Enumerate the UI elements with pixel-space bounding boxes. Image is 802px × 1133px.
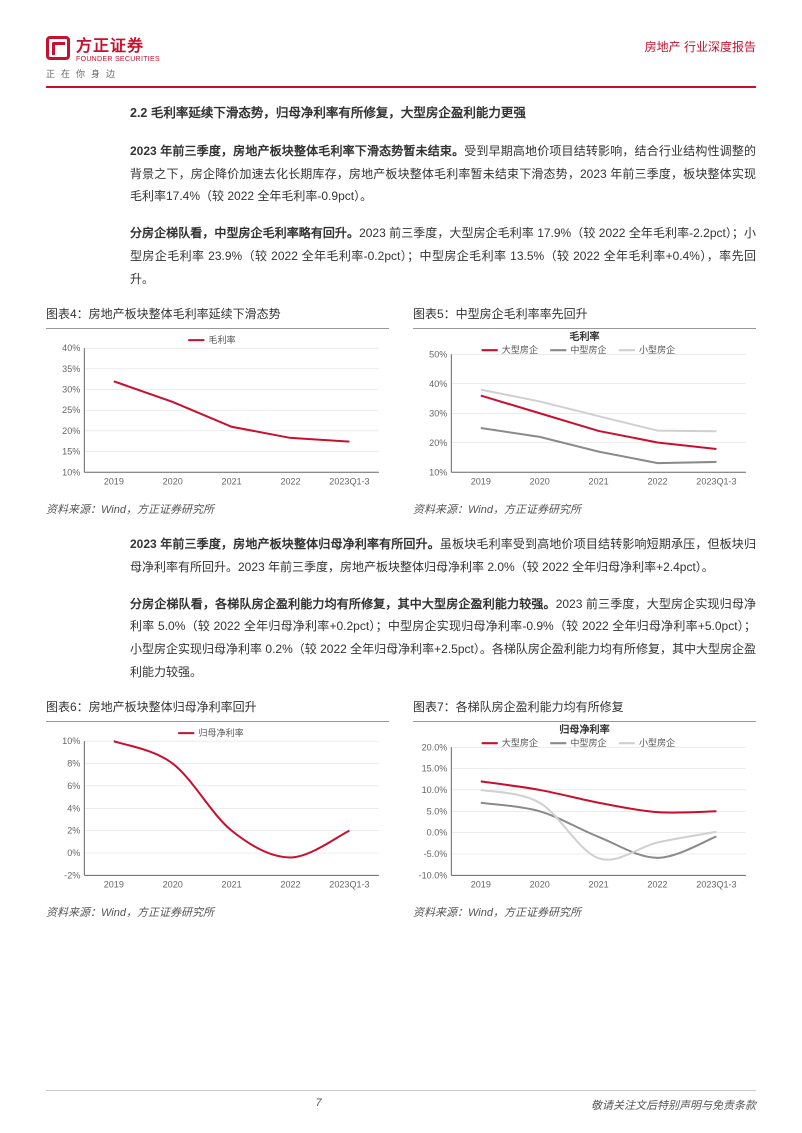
logo-zh: 方正证券 <box>76 32 160 56</box>
fig5-chart: 毛利率 10% 20% 30% 40% 50% 2019 2020 2021 2022 2023Q1… <box>413 328 756 494</box>
fig5-title: 图表5：中型房企毛利率率先回升 <box>413 305 756 322</box>
page-footer: 7 敬请关注文后特别声明与免责条款 <box>0 1090 802 1113</box>
logo-icon <box>46 36 70 60</box>
paragraph-2: 分房企梯队看，中型房企毛利率略有回升。2023 前三季度，大型房企毛利率 17.… <box>130 222 756 290</box>
svg-text:20%: 20% <box>62 425 80 435</box>
svg-text:40%: 40% <box>429 378 447 388</box>
svg-text:10%: 10% <box>62 736 80 746</box>
svg-text:20.0%: 20.0% <box>422 742 448 752</box>
figure-4: 图表4：房地产板块整体毛利率延续下滑态势 10% 15% 20% 25% 30% 35% 4… <box>46 305 389 517</box>
svg-text:25%: 25% <box>62 405 80 415</box>
svg-text:2021: 2021 <box>589 879 609 889</box>
svg-text:2022: 2022 <box>647 476 667 486</box>
svg-text:-10.0%: -10.0% <box>419 870 448 880</box>
svg-text:2023Q1-3: 2023Q1-3 <box>329 476 369 486</box>
svg-text:2019: 2019 <box>104 476 124 486</box>
svg-text:15.0%: 15.0% <box>422 763 448 773</box>
fig7-source: 资料来源：Wind，方正证券研究所 <box>413 904 756 920</box>
paragraph-3: 2023 年前三季度，房地产板块整体归母净利率有所回升。虽板块毛利率受到高地价项… <box>130 533 756 579</box>
section-title: 2.2 毛利率延续下滑态势，归母净利率有所修复，大型房企盈利能力更强 <box>130 102 756 126</box>
svg-text:毛利率: 毛利率 <box>569 330 599 343</box>
svg-text:2023Q1-3: 2023Q1-3 <box>329 879 369 889</box>
svg-text:归母净利率: 归母净利率 <box>559 723 609 736</box>
svg-text:2022: 2022 <box>280 879 300 889</box>
svg-text:大型房企: 大型房企 <box>502 344 538 355</box>
fig6-title: 图表6：房地产板块整体归母净利率回升 <box>46 698 389 715</box>
svg-text:5.0%: 5.0% <box>427 806 448 816</box>
fig7-chart: 归母净利率 -10.0% -5.0% 0.0% 5.0% 10.0% 15.0% 20.0% 2… <box>413 721 756 898</box>
svg-text:2020: 2020 <box>163 879 183 889</box>
svg-text:15%: 15% <box>62 446 80 456</box>
figure-5: 图表5：中型房企毛利率率先回升 毛利率 10% 20% 30% 40% 50% 2019 20… <box>413 305 756 517</box>
svg-text:大型房企: 大型房企 <box>502 737 538 748</box>
figure-6: 图表6：房地产板块整体归母净利率回升 -2% 0% 2% 4% 6% 8% 10% 2019 2… <box>46 698 389 921</box>
figure-7: 图表7：各梯队房企盈利能力均有所修复 归母净利率 -10.0% -5.0% 0.0% 5… <box>413 698 756 921</box>
svg-text:2020: 2020 <box>530 476 550 486</box>
svg-text:10%: 10% <box>429 467 447 477</box>
svg-text:-2%: -2% <box>64 870 80 880</box>
doc-type: 房地产 行业深度报告 <box>645 38 756 55</box>
svg-text:-5.0%: -5.0% <box>424 849 448 859</box>
logo-block: 方正证券 FOUNDER SECURITIES 正在你身边 <box>46 32 160 80</box>
svg-text:20%: 20% <box>429 437 447 447</box>
svg-text:10%: 10% <box>62 467 80 477</box>
svg-text:10.0%: 10.0% <box>422 785 448 795</box>
svg-text:2019: 2019 <box>471 476 491 486</box>
fig4-chart: 10% 15% 20% 25% 30% 35% 40% 2019 2020 2021 2022 202… <box>46 328 389 494</box>
svg-text:毛利率: 毛利率 <box>208 334 235 345</box>
fig7-title: 图表7：各梯队房企盈利能力均有所修复 <box>413 698 756 715</box>
fig5-source: 资料来源：Wind，方正证券研究所 <box>413 501 756 517</box>
page-number: 7 <box>315 1097 321 1113</box>
svg-text:小型房企: 小型房企 <box>639 737 675 748</box>
para1-bold: 2023 年前三季度，房地产板块整体毛利率下滑态势暂未结束。 <box>130 144 464 158</box>
paragraph-1: 2023 年前三季度，房地产板块整体毛利率下滑态势暂未结束。受到早期高地价项目结… <box>130 140 756 208</box>
svg-text:6%: 6% <box>67 781 80 791</box>
svg-text:2020: 2020 <box>530 879 550 889</box>
svg-text:35%: 35% <box>62 363 80 373</box>
para2-bold: 分房企梯队看，中型房企毛利率略有回升。 <box>130 226 359 240</box>
svg-text:2%: 2% <box>67 825 80 835</box>
svg-text:2023Q1-3: 2023Q1-3 <box>696 879 736 889</box>
logo-en: FOUNDER SECURITIES <box>76 56 160 63</box>
figure-row-2: 图表6：房地产板块整体归母净利率回升 -2% 0% 2% 4% 6% 8% 10% 2019 2… <box>46 698 756 921</box>
svg-text:30%: 30% <box>62 384 80 394</box>
svg-text:小型房企: 小型房企 <box>639 344 675 355</box>
svg-text:30%: 30% <box>429 408 447 418</box>
svg-text:2023Q1-3: 2023Q1-3 <box>696 476 736 486</box>
svg-text:50%: 50% <box>429 349 447 359</box>
page-header: 方正证券 FOUNDER SECURITIES 正在你身边 房地产 行业深度报告 <box>46 32 756 88</box>
svg-text:2019: 2019 <box>104 879 124 889</box>
disclaimer: 敬请关注文后特别声明与免责条款 <box>591 1097 756 1113</box>
logo-tagline: 正在你身边 <box>46 67 160 80</box>
svg-text:0.0%: 0.0% <box>427 827 448 837</box>
svg-text:2021: 2021 <box>222 879 242 889</box>
fig4-source: 资料来源：Wind，方正证券研究所 <box>46 501 389 517</box>
para4-bold: 分房企梯队看，各梯队房企盈利能力均有所修复，其中大型房企盈利能力较强。 <box>130 597 556 611</box>
svg-text:中型房企: 中型房企 <box>570 344 606 355</box>
svg-text:2022: 2022 <box>647 879 667 889</box>
svg-text:2020: 2020 <box>163 476 183 486</box>
svg-text:归母净利率: 归母净利率 <box>198 727 243 738</box>
svg-text:0%: 0% <box>67 848 80 858</box>
para3-bold: 2023 年前三季度，房地产板块整体归母净利率有所回升。 <box>130 537 440 551</box>
svg-text:2021: 2021 <box>222 476 242 486</box>
fig6-source: 资料来源：Wind，方正证券研究所 <box>46 904 389 920</box>
svg-text:8%: 8% <box>67 758 80 768</box>
svg-text:2022: 2022 <box>280 476 300 486</box>
paragraph-4: 分房企梯队看，各梯队房企盈利能力均有所修复，其中大型房企盈利能力较强。2023 … <box>130 593 756 684</box>
fig4-title: 图表4：房地产板块整体毛利率延续下滑态势 <box>46 305 389 322</box>
svg-text:2019: 2019 <box>471 879 491 889</box>
figure-row-1: 图表4：房地产板块整体毛利率延续下滑态势 10% 15% 20% 25% 30% 35% 4… <box>46 305 756 517</box>
svg-text:40%: 40% <box>62 343 80 353</box>
svg-text:中型房企: 中型房企 <box>570 737 606 748</box>
fig6-chart: -2% 0% 2% 4% 6% 8% 10% 2019 2020 2021 2022 2023Q1-3… <box>46 721 389 898</box>
svg-text:2021: 2021 <box>589 476 609 486</box>
svg-text:4%: 4% <box>67 803 80 813</box>
